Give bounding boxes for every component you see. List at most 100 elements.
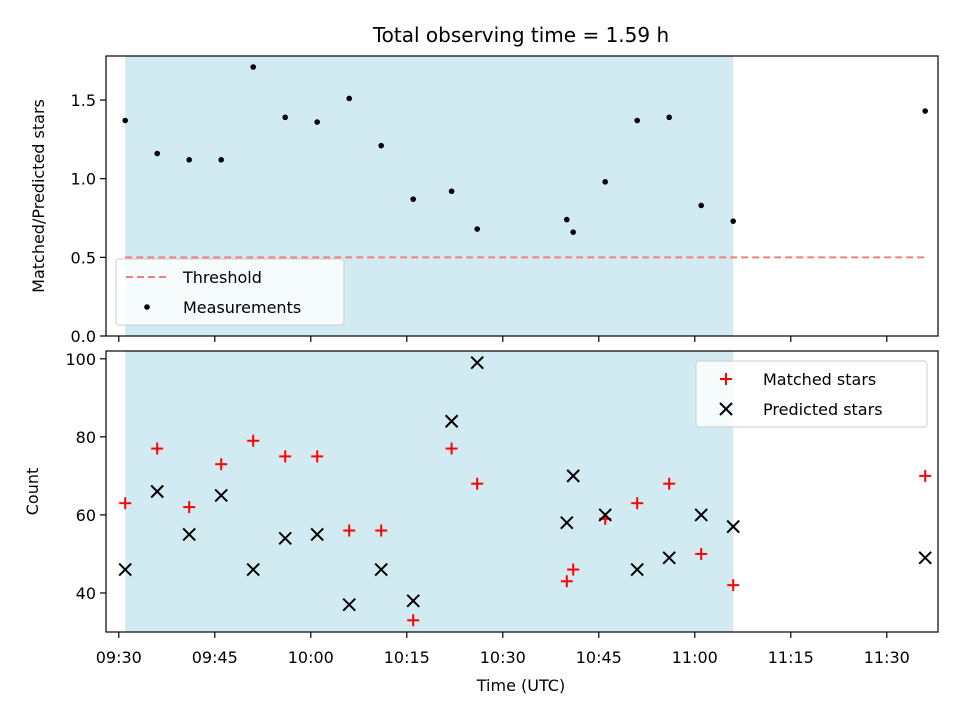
x-tick-label: 10:00 bbox=[288, 648, 334, 667]
y-tick-label: 0.0 bbox=[71, 327, 96, 346]
bottom-legend-box bbox=[695, 360, 928, 428]
predicted-star-point bbox=[118, 562, 132, 577]
y-tick-label: 100 bbox=[65, 350, 96, 369]
matched-star-point bbox=[631, 497, 644, 510]
measurement-point bbox=[474, 226, 481, 232]
measurement-point bbox=[698, 202, 704, 209]
measurements-legend-label: Measurements bbox=[183, 298, 301, 317]
predicted-star-point bbox=[560, 516, 574, 530]
predicted-star-point bbox=[278, 531, 292, 546]
matched-star-point bbox=[311, 450, 324, 463]
bottom-axes-frame bbox=[105, 350, 939, 633]
x-tick-label: 11:15 bbox=[768, 648, 814, 667]
predicted-star-point bbox=[406, 594, 420, 608]
matched-star-point bbox=[663, 477, 676, 490]
bottom-panel: 40 60 80 100 09:30 09:45 10:00 10:15 10:30 10:45… bbox=[23, 350, 939, 695]
matched-star-point bbox=[560, 575, 573, 588]
bottom-y-ticks: 40 60 80 100 bbox=[65, 350, 106, 603]
matched-star-point bbox=[919, 469, 932, 482]
top-x-ticks bbox=[118, 336, 888, 342]
matched-star-point bbox=[183, 501, 196, 514]
measurement-point bbox=[186, 157, 192, 163]
matched-star-point bbox=[695, 547, 708, 560]
top-y-axis-label: Matched/Predicted stars bbox=[29, 99, 48, 293]
matched-star-point bbox=[119, 497, 132, 510]
measurement-point bbox=[314, 119, 321, 125]
measurement-point bbox=[346, 95, 353, 102]
measurement-point bbox=[922, 108, 928, 114]
predicted-star-point bbox=[630, 562, 644, 577]
x-tick-label: 09:30 bbox=[96, 648, 142, 667]
measurement-point bbox=[282, 114, 289, 121]
x-tick-label: 09:45 bbox=[192, 648, 238, 667]
matched-star-point bbox=[279, 450, 292, 463]
predicted-star-point bbox=[662, 551, 676, 565]
measurement-point bbox=[564, 216, 570, 223]
y-tick-label: 80 bbox=[76, 428, 96, 447]
bottom-legend: Matched stars Predicted stars bbox=[695, 360, 928, 428]
measurement-point bbox=[666, 114, 672, 121]
predicted-star-point bbox=[182, 527, 196, 542]
y-tick-label: 60 bbox=[76, 506, 96, 525]
matched-star-point bbox=[445, 442, 458, 455]
x-axis-label: Time (UTC) bbox=[476, 676, 565, 695]
matched-star-point bbox=[407, 614, 420, 627]
matched-legend-label: Matched stars bbox=[763, 370, 876, 389]
predicted-star-point bbox=[726, 519, 740, 534]
predicted-legend-label: Predicted stars bbox=[763, 400, 883, 419]
matched-legend-swatch bbox=[720, 373, 732, 385]
x-tick-label: 11:30 bbox=[864, 648, 910, 667]
predicted-star-point bbox=[150, 484, 164, 499]
measurement-point bbox=[410, 196, 417, 202]
top-y-ticks: 0.0 0.5 1.0 1.5 bbox=[71, 91, 106, 346]
y-tick-label: 0.5 bbox=[71, 248, 96, 267]
predicted-star-point bbox=[342, 597, 356, 612]
matched-star-point bbox=[247, 434, 260, 447]
predicted-star-points bbox=[118, 356, 932, 612]
predicted-star-point bbox=[566, 469, 580, 483]
predicted-star-point bbox=[694, 508, 708, 522]
measurement-point bbox=[250, 64, 256, 70]
top-axes-frame bbox=[105, 55, 939, 337]
measurement-point bbox=[122, 117, 128, 124]
bottom-y-axis-label: Count bbox=[23, 468, 42, 516]
top-legend: Threshold Measurements bbox=[115, 258, 345, 326]
measurements-legend-swatch bbox=[144, 304, 150, 310]
predicted-star-point bbox=[918, 551, 932, 565]
measurement-point bbox=[570, 229, 576, 235]
measurement-point bbox=[218, 157, 224, 163]
predicted-star-point bbox=[470, 356, 484, 370]
predicted-star-point bbox=[598, 508, 612, 522]
y-tick-label: 40 bbox=[76, 584, 96, 603]
top-legend-box bbox=[115, 258, 345, 326]
measurement-point bbox=[448, 188, 455, 195]
matched-star-point bbox=[375, 524, 388, 537]
matched-star-point bbox=[567, 563, 580, 576]
figure-title: Total observing time = 1.59 h bbox=[372, 23, 669, 47]
matched-star-point bbox=[343, 524, 356, 537]
matched-star-point bbox=[727, 579, 740, 592]
measurement-point bbox=[378, 142, 385, 149]
matched-star-point bbox=[215, 458, 228, 471]
y-tick-label: 1.0 bbox=[71, 170, 96, 189]
threshold-legend-label: Threshold bbox=[182, 268, 262, 287]
y-tick-label: 1.5 bbox=[71, 91, 96, 110]
measurement-points bbox=[122, 64, 928, 235]
measurement-point bbox=[602, 179, 608, 185]
predicted-star-point bbox=[214, 488, 228, 503]
predicted-star-point bbox=[374, 562, 388, 577]
x-tick-label: 11:00 bbox=[672, 648, 718, 667]
measurement-point bbox=[154, 150, 160, 157]
measurement-point bbox=[730, 218, 736, 224]
measurement-point bbox=[634, 117, 640, 124]
bottom-observing-window-shade bbox=[125, 351, 734, 632]
predicted-legend-swatch bbox=[719, 402, 733, 416]
matched-star-point bbox=[471, 477, 484, 490]
x-tick-label: 10:30 bbox=[480, 648, 526, 667]
predicted-star-point bbox=[246, 562, 260, 577]
predicted-star-point bbox=[444, 414, 459, 428]
x-tick-label: 10:15 bbox=[384, 648, 430, 667]
bottom-x-ticks: 09:30 09:45 10:00 10:15 10:30 10:45 11:00 11:15… bbox=[96, 632, 910, 667]
predicted-star-point bbox=[310, 527, 324, 542]
